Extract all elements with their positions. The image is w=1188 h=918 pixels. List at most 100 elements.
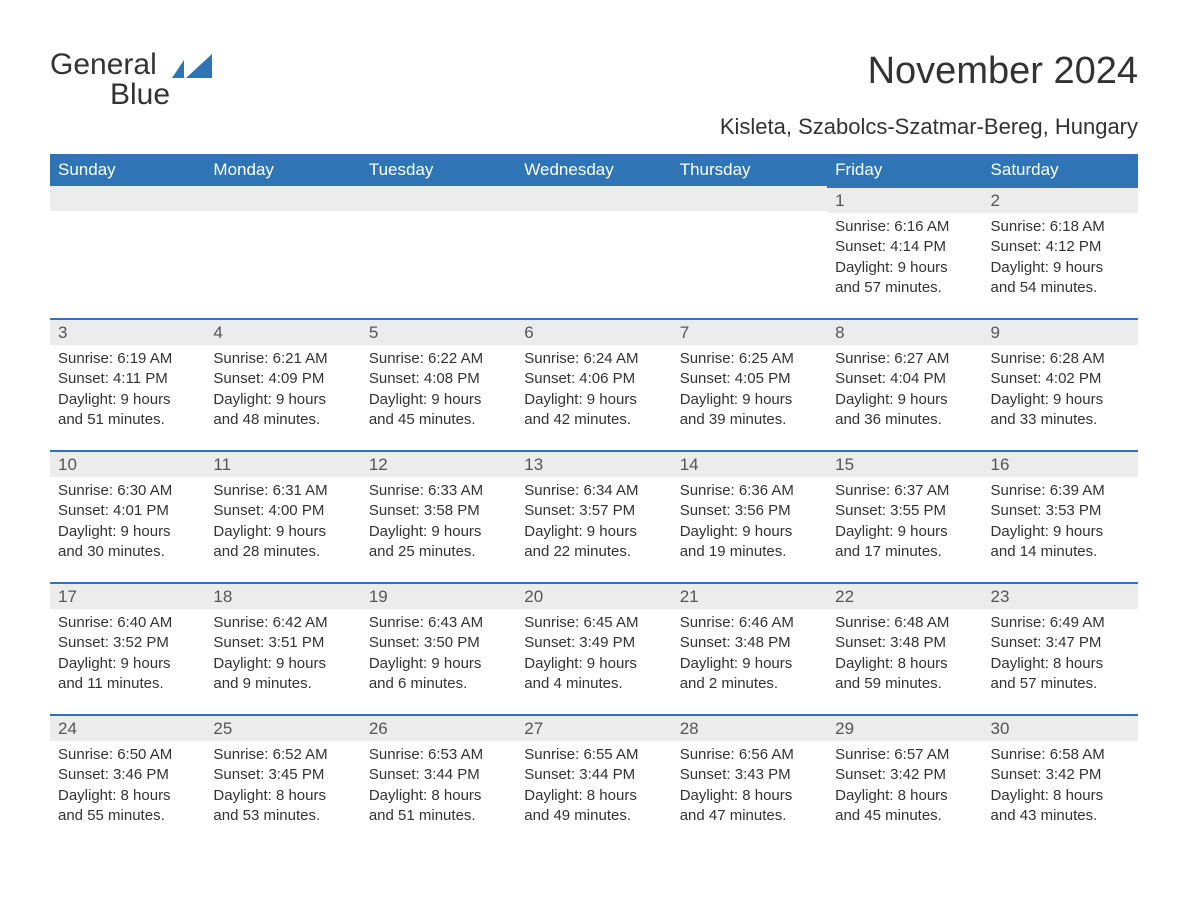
empty-day-strip [361,186,516,211]
calendar-cell [50,186,205,318]
sunrise-text: Sunrise: 6:55 AM [524,745,663,765]
sunrise-text: Sunrise: 6:25 AM [680,349,819,369]
daylight-text-2: and 59 minutes. [835,674,974,694]
sunrise-text: Sunrise: 6:28 AM [991,349,1130,369]
day-number: 25 [205,714,360,741]
calendar-week: 24Sunrise: 6:50 AMSunset: 3:46 PMDayligh… [50,714,1138,846]
calendar-cell: 26Sunrise: 6:53 AMSunset: 3:44 PMDayligh… [361,714,516,846]
sunset-text: Sunset: 4:04 PM [835,369,974,389]
calendar-cell: 10Sunrise: 6:30 AMSunset: 4:01 PMDayligh… [50,450,205,582]
sunrise-text: Sunrise: 6:56 AM [680,745,819,765]
daylight-text-2: and 33 minutes. [991,410,1130,430]
daylight-text-1: Daylight: 9 hours [213,522,352,542]
empty-day-strip [672,186,827,211]
daylight-text-1: Daylight: 9 hours [369,522,508,542]
empty-day-strip [50,186,205,211]
daylight-text-1: Daylight: 9 hours [835,258,974,278]
col-friday: Friday [827,154,982,186]
daylight-text-2: and 14 minutes. [991,542,1130,562]
day-number: 17 [50,582,205,609]
col-wednesday: Wednesday [516,154,671,186]
empty-day-strip [516,186,671,211]
daylight-text-1: Daylight: 8 hours [835,654,974,674]
sunset-text: Sunset: 3:50 PM [369,633,508,653]
daylight-text-1: Daylight: 9 hours [58,654,197,674]
daylight-text-1: Daylight: 9 hours [369,390,508,410]
day-number: 16 [983,450,1138,477]
calendar-cell: 4Sunrise: 6:21 AMSunset: 4:09 PMDaylight… [205,318,360,450]
sunrise-text: Sunrise: 6:43 AM [369,613,508,633]
day-details: Sunrise: 6:53 AMSunset: 3:44 PMDaylight:… [361,741,516,832]
sunset-text: Sunset: 3:44 PM [369,765,508,785]
daylight-text-1: Daylight: 8 hours [680,786,819,806]
daylight-text-2: and 4 minutes. [524,674,663,694]
day-number: 19 [361,582,516,609]
daylight-text-1: Daylight: 9 hours [213,654,352,674]
sunset-text: Sunset: 3:56 PM [680,501,819,521]
day-details: Sunrise: 6:18 AMSunset: 4:12 PMDaylight:… [983,213,1138,304]
daylight-text-2: and 39 minutes. [680,410,819,430]
sunset-text: Sunset: 3:44 PM [524,765,663,785]
daylight-text-2: and 43 minutes. [991,806,1130,826]
sunrise-text: Sunrise: 6:45 AM [524,613,663,633]
calendar-cell: 21Sunrise: 6:46 AMSunset: 3:48 PMDayligh… [672,582,827,714]
daylight-text-1: Daylight: 9 hours [991,522,1130,542]
day-number: 15 [827,450,982,477]
daylight-text-2: and 30 minutes. [58,542,197,562]
day-number: 9 [983,318,1138,345]
sunset-text: Sunset: 4:11 PM [58,369,197,389]
daylight-text-1: Daylight: 9 hours [835,522,974,542]
daylight-text-2: and 17 minutes. [835,542,974,562]
brand-logo: General Blue [50,50,212,110]
calendar-cell: 16Sunrise: 6:39 AMSunset: 3:53 PMDayligh… [983,450,1138,582]
calendar-cell: 30Sunrise: 6:58 AMSunset: 3:42 PMDayligh… [983,714,1138,846]
sunset-text: Sunset: 4:06 PM [524,369,663,389]
daylight-text-2: and 57 minutes. [991,674,1130,694]
day-details: Sunrise: 6:52 AMSunset: 3:45 PMDaylight:… [205,741,360,832]
day-number: 5 [361,318,516,345]
day-number: 12 [361,450,516,477]
day-number: 2 [983,186,1138,213]
day-number: 4 [205,318,360,345]
day-number: 21 [672,582,827,609]
sunset-text: Sunset: 4:05 PM [680,369,819,389]
day-details: Sunrise: 6:50 AMSunset: 3:46 PMDaylight:… [50,741,205,832]
day-details: Sunrise: 6:36 AMSunset: 3:56 PMDaylight:… [672,477,827,568]
sunset-text: Sunset: 3:55 PM [835,501,974,521]
calendar-body: 1Sunrise: 6:16 AMSunset: 4:14 PMDaylight… [50,186,1138,846]
day-details: Sunrise: 6:16 AMSunset: 4:14 PMDaylight:… [827,213,982,304]
daylight-text-2: and 47 minutes. [680,806,819,826]
sunrise-text: Sunrise: 6:42 AM [213,613,352,633]
daylight-text-2: and 22 minutes. [524,542,663,562]
calendar-cell: 5Sunrise: 6:22 AMSunset: 4:08 PMDaylight… [361,318,516,450]
sunset-text: Sunset: 3:53 PM [991,501,1130,521]
day-number: 3 [50,318,205,345]
sunset-text: Sunset: 4:12 PM [991,237,1130,257]
calendar-cell: 17Sunrise: 6:40 AMSunset: 3:52 PMDayligh… [50,582,205,714]
calendar-table: Sunday Monday Tuesday Wednesday Thursday… [50,154,1138,846]
calendar-cell: 18Sunrise: 6:42 AMSunset: 3:51 PMDayligh… [205,582,360,714]
sunrise-text: Sunrise: 6:57 AM [835,745,974,765]
daylight-text-1: Daylight: 9 hours [369,654,508,674]
day-number: 13 [516,450,671,477]
sunset-text: Sunset: 3:47 PM [991,633,1130,653]
col-tuesday: Tuesday [361,154,516,186]
daylight-text-2: and 6 minutes. [369,674,508,694]
calendar-cell [205,186,360,318]
daylight-text-2: and 57 minutes. [835,278,974,298]
sunrise-text: Sunrise: 6:18 AM [991,217,1130,237]
calendar-cell: 11Sunrise: 6:31 AMSunset: 4:00 PMDayligh… [205,450,360,582]
day-details: Sunrise: 6:43 AMSunset: 3:50 PMDaylight:… [361,609,516,700]
sunset-text: Sunset: 4:08 PM [369,369,508,389]
daylight-text-2: and 19 minutes. [680,542,819,562]
daylight-text-2: and 36 minutes. [835,410,974,430]
daylight-text-1: Daylight: 8 hours [991,786,1130,806]
header: General Blue November 2024 [50,50,1138,110]
daylight-text-1: Daylight: 9 hours [213,390,352,410]
day-number: 8 [827,318,982,345]
day-details: Sunrise: 6:31 AMSunset: 4:00 PMDaylight:… [205,477,360,568]
daylight-text-2: and 54 minutes. [991,278,1130,298]
sunset-text: Sunset: 4:14 PM [835,237,974,257]
sunrise-text: Sunrise: 6:21 AM [213,349,352,369]
daylight-text-1: Daylight: 9 hours [991,390,1130,410]
